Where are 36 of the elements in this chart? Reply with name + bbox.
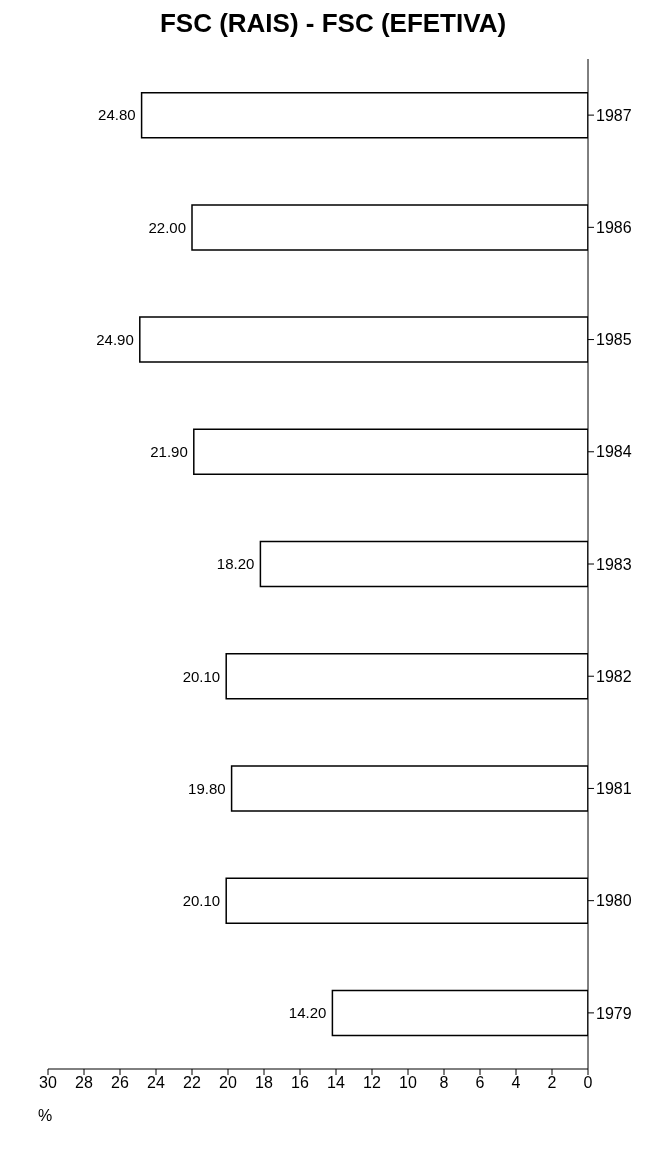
y-tick-label: 1985 — [596, 331, 632, 349]
data-label: 24.90 — [96, 330, 134, 348]
y-tick-label: 1980 — [596, 892, 632, 910]
y-tick-label: 1981 — [596, 780, 632, 798]
x-tick-label: 24 — [147, 1074, 165, 1092]
data-label: 19.80 — [188, 779, 226, 797]
chart-title: FSC (RAIS) - FSC (EFETIVA) — [158, 8, 508, 39]
x-tick-label: 4 — [511, 1074, 521, 1092]
data-label: 21.90 — [150, 443, 188, 461]
x-tick-label: 0 — [583, 1074, 593, 1092]
x-axis-title: % — [38, 1107, 54, 1125]
x-tick-label: 18 — [255, 1074, 273, 1092]
data-label: 20.10 — [182, 891, 221, 909]
x-tick-label: 12 — [363, 1074, 381, 1092]
x-tick-label: 30 — [39, 1074, 57, 1092]
x-tick-label: 20 — [219, 1074, 237, 1092]
x-tick-label: 26 — [111, 1074, 129, 1092]
x-tick-label: 6 — [475, 1074, 485, 1092]
y-tick-label: 1979 — [596, 1004, 632, 1022]
data-label: 24.80 — [98, 106, 136, 124]
data-label: 20.10 — [182, 667, 221, 685]
data-label: 18.20 — [216, 555, 255, 573]
x-tick-label: 8 — [439, 1074, 449, 1092]
x-tick-label: 10 — [399, 1074, 417, 1092]
y-tick-label: 1987 — [596, 106, 632, 124]
y-tick-label: 1982 — [596, 667, 632, 685]
x-tick-label: 28 — [75, 1074, 93, 1092]
x-tick-label: 16 — [291, 1074, 309, 1092]
data-label: 22.00 — [148, 218, 186, 236]
x-tick-label: 2 — [547, 1074, 557, 1092]
x-tick-label: 14 — [327, 1074, 345, 1092]
x-tick-label: 22 — [183, 1074, 201, 1092]
data-label: 14.20 — [288, 1004, 327, 1022]
y-tick-label: 1984 — [596, 443, 632, 461]
y-tick-label: 1983 — [596, 555, 632, 573]
y-tick-label: 1986 — [596, 219, 632, 237]
